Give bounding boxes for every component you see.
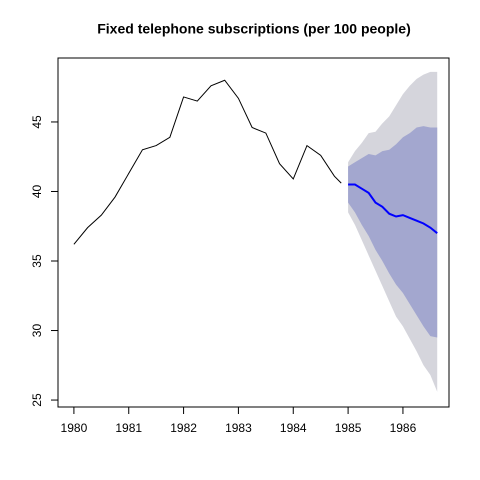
data-line xyxy=(73,79,342,245)
x-tick-label: 1984 xyxy=(280,421,307,435)
chart-title: Fixed telephone subscriptions (per 100 p… xyxy=(97,21,411,37)
y-tick-label: 30 xyxy=(30,324,44,338)
x-tick-label: 1981 xyxy=(115,421,142,435)
data-line xyxy=(348,183,438,234)
y-tick-label: 45 xyxy=(30,115,44,129)
x-tick-label: 1980 xyxy=(61,421,88,435)
plot-frame xyxy=(57,57,450,408)
x-tick-label: 1983 xyxy=(225,421,252,435)
y-tick-label: 25 xyxy=(30,393,44,407)
x-tick-label: 1986 xyxy=(390,421,417,435)
x-tick-label: 1982 xyxy=(170,421,197,435)
prediction-band xyxy=(348,126,438,338)
y-tick-label: 35 xyxy=(30,254,44,268)
x-tick-label: 1985 xyxy=(335,421,362,435)
y-tick-label: 40 xyxy=(30,184,44,198)
